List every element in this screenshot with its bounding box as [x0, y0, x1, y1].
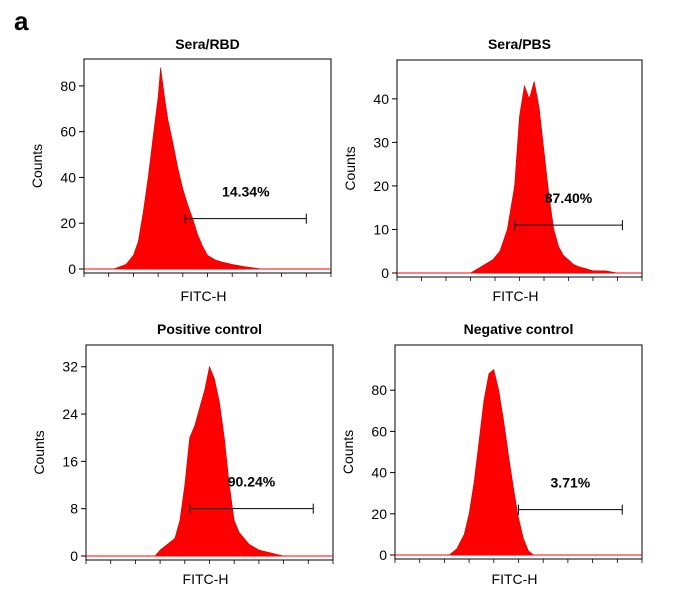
- histogram-area: [86, 365, 333, 557]
- gate-percentage: 3.71%: [551, 475, 591, 491]
- plot-frame: [83, 58, 332, 274]
- y-tick-label: 0: [381, 265, 389, 281]
- y-tick-label: 80: [371, 382, 387, 398]
- y-tick-label: 8: [70, 501, 78, 517]
- gate-percentage: 90.24%: [228, 474, 276, 490]
- y-tick-label: 10: [373, 221, 389, 237]
- histogram-panel-4: 0 20 40 60 80 Negative control Counts FITC-H 3.7…: [340, 321, 643, 587]
- y-tick-label: 0: [68, 261, 76, 277]
- chart-title: Sera/RBD: [175, 36, 240, 52]
- y-tick-label: 32: [62, 359, 78, 375]
- gate-percentage: 14.34%: [222, 184, 270, 200]
- x-axis-label: FITC-H: [181, 288, 227, 304]
- y-tick-label: 80: [60, 78, 76, 94]
- panel-letter: a: [14, 6, 29, 36]
- histogram-area: [397, 81, 642, 274]
- x-axis-label: FITC-H: [183, 571, 229, 587]
- y-tick-label: 24: [62, 406, 78, 422]
- y-tick-label: 20: [60, 215, 76, 231]
- y-axis-label: Counts: [31, 430, 47, 474]
- y-tick-label: 20: [371, 506, 387, 522]
- y-axis-label: Counts: [340, 430, 356, 474]
- x-axis-label: FITC-H: [493, 288, 539, 304]
- y-tick-label: 60: [371, 423, 387, 439]
- chart-title: Sera/PBS: [488, 36, 551, 52]
- y-axis-label: Counts: [29, 144, 45, 188]
- x-axis-label: FITC-H: [492, 571, 538, 587]
- y-tick-label: 30: [373, 134, 389, 150]
- histogram-panel-1: 0 20 40 60 80 Sera/RBD Counts FITC-H 14.34%: [29, 36, 332, 304]
- histogram-panel-2: 0 10 20 30 40 Sera/PBS Counts FITC-H 87.40%: [342, 36, 643, 304]
- y-tick-label: 40: [60, 169, 76, 185]
- y-tick-label: 60: [60, 124, 76, 140]
- y-tick-label: 40: [371, 465, 387, 481]
- y-tick-label: 0: [379, 547, 387, 563]
- histogram-area: [395, 369, 642, 556]
- histogram-panel-3: 0 8 16 24 32 Positive control Counts FITC-H 90.2…: [31, 321, 334, 587]
- y-axis-label: Counts: [342, 146, 358, 190]
- y-tick-label: 16: [62, 453, 78, 469]
- y-tick-label: 20: [373, 178, 389, 194]
- gate-percentage: 87.40%: [545, 190, 593, 206]
- histogram-area: [84, 67, 331, 270]
- y-tick-label: 0: [70, 548, 78, 564]
- chart-title: Negative control: [464, 321, 574, 337]
- y-tick-label: 40: [373, 91, 389, 107]
- chart-title: Positive control: [157, 321, 262, 337]
